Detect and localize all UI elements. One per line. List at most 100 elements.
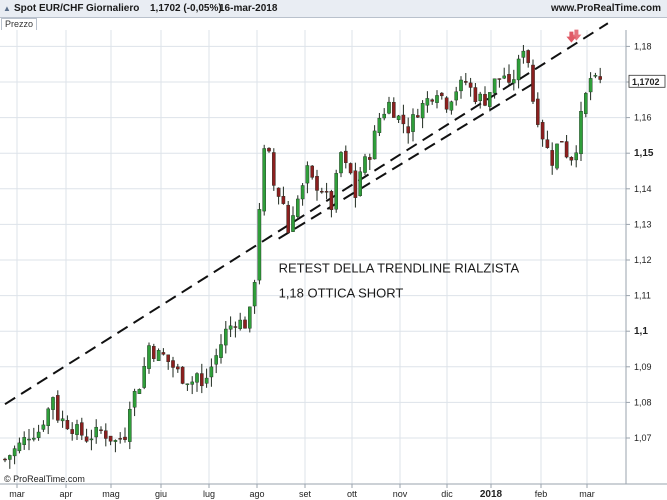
candle-body-down: [497, 78, 502, 80]
candle-body-up: [132, 391, 137, 408]
candle-body-down: [56, 395, 60, 421]
timeframe-label: Giornaliero: [86, 3, 140, 14]
candle-body-up: [512, 79, 516, 84]
candle: [324, 182, 329, 200]
candle-body-down: [550, 150, 554, 166]
candle: [363, 153, 367, 176]
candle: [368, 153, 372, 171]
candle: [27, 429, 31, 451]
x-tick-label: mar: [9, 489, 25, 499]
candle: [305, 161, 310, 194]
candle: [497, 78, 502, 88]
candle-body-up: [60, 418, 65, 422]
candle-body-down: [79, 422, 84, 436]
candle: [79, 417, 84, 441]
candle-body-up: [228, 325, 233, 330]
last-price-box: [628, 74, 666, 88]
candle-body-up: [147, 345, 151, 369]
candle-body-up: [209, 366, 214, 378]
candle: [17, 437, 22, 454]
candle: [108, 435, 113, 446]
candle: [430, 98, 435, 105]
candle: [593, 72, 598, 79]
instrument-name: Spot EUR/CHF: [14, 3, 84, 14]
candle: [545, 130, 550, 149]
candle-body-down: [180, 366, 185, 384]
candle: [180, 366, 185, 385]
candle: [516, 54, 521, 89]
y-tick-label: 1,07: [634, 433, 652, 443]
candle-body-up: [449, 101, 454, 111]
candle-body-down: [401, 114, 406, 125]
candle: [94, 419, 98, 444]
candle: [3, 457, 7, 463]
candle-body-up: [502, 75, 507, 79]
candle: [223, 321, 228, 354]
candle-body-up: [190, 381, 195, 385]
y-tick-label: 1,12: [634, 255, 652, 265]
candle-body-up: [94, 426, 98, 438]
candle-body-down: [531, 64, 535, 102]
x-tick-label: dic: [441, 489, 453, 499]
y-tick-label: 1,16: [634, 113, 652, 123]
candle: [459, 76, 463, 99]
candle: [411, 108, 415, 142]
arrow-shape: [566, 31, 577, 43]
candle-body-up: [454, 91, 459, 101]
candle-body-down: [564, 141, 569, 158]
candle-body-down: [276, 187, 281, 197]
x-tick-label: mag: [102, 489, 120, 499]
candle-body-up: [593, 75, 598, 77]
collapse-icon[interactable]: ▲: [3, 4, 11, 13]
candle: [219, 334, 223, 364]
candle-body-down: [166, 354, 171, 362]
candle: [36, 424, 41, 441]
candle: [118, 432, 122, 444]
candle: [598, 67, 602, 84]
candle: [526, 49, 530, 68]
candle-body-down: [483, 94, 487, 106]
candle-body-up: [214, 355, 219, 365]
x-tick-label: ago: [249, 489, 264, 499]
candle: [286, 200, 291, 234]
candle: [56, 390, 60, 423]
candle-body-down: [348, 163, 353, 174]
candle: [396, 114, 401, 123]
candle-body-up: [425, 98, 430, 106]
candle-body-down: [392, 101, 396, 118]
candle-body-up: [339, 152, 343, 174]
y-tick-label: 1,11: [634, 291, 651, 301]
candle: [214, 348, 219, 374]
candle: [32, 427, 36, 442]
candle-body-up: [7, 455, 12, 460]
candle-body-down: [310, 165, 315, 178]
candle: [584, 91, 588, 118]
x-tick-label: set: [299, 489, 312, 499]
candle-body-up: [358, 171, 363, 196]
candle-body-up: [89, 438, 94, 441]
candle-body-down: [430, 99, 435, 102]
candle-body-up: [219, 344, 223, 358]
candle: [296, 195, 300, 220]
trendline: [278, 82, 534, 240]
candle-body-down: [406, 126, 411, 134]
candle: [416, 108, 420, 118]
candle-body-down: [3, 458, 7, 461]
candle-body-down: [315, 175, 319, 191]
candle-body-up: [22, 437, 27, 445]
candle-body-up: [372, 130, 377, 160]
candle: [502, 67, 507, 80]
candle-body-up: [75, 424, 79, 435]
candle: [440, 92, 444, 100]
candle: [483, 86, 487, 107]
candle: [84, 428, 89, 443]
site-url[interactable]: www.ProRealTime.com: [550, 3, 661, 14]
candle: [272, 148, 276, 191]
candle: [46, 407, 50, 435]
trendline: [4, 22, 609, 406]
candle: [228, 316, 233, 338]
candle-body-up: [32, 437, 36, 440]
candle-body-down: [84, 436, 89, 442]
candle-body-up: [579, 111, 583, 155]
candle-body-up: [291, 215, 295, 232]
